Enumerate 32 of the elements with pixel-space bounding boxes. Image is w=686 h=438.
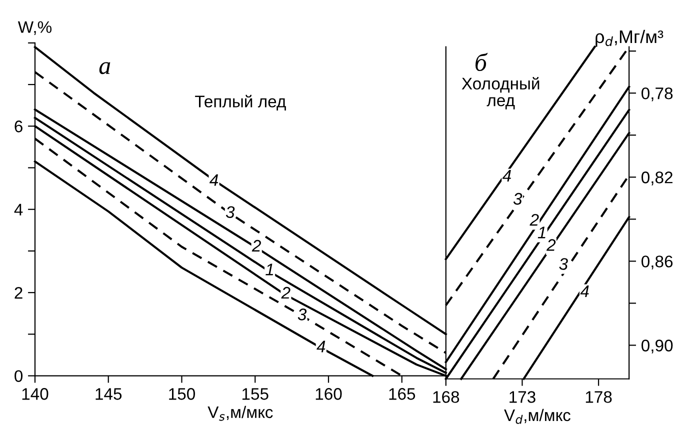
annotation: б [476,52,488,72]
x-tick-label: 178 [586,391,612,403]
y-axis-title: ρ$_{d}$,Мг/м³ [596,30,664,47]
x-tick-label: 155 [242,388,268,400]
annotation: 4 [502,170,511,182]
annotation: 1 [538,226,546,238]
annotation: а [99,62,110,74]
x-tick-label: 150 [169,388,195,400]
y-tick-label: 0,78 [642,87,673,102]
y-tick-label: 6 [14,120,22,132]
y-tick-label: 2 [14,286,22,299]
y-tick-label: 4 [14,204,23,216]
x-tick-label: 140 [22,388,48,400]
annotation: 4 [580,286,589,298]
y-tick-label: 0 [14,370,23,382]
annotation: 2 [530,214,539,226]
x-tick-label: 160 [316,388,342,400]
x-tick-label: 145 [96,388,122,400]
annotation: Теплый лед [195,94,286,111]
annotation: 3 [513,192,522,205]
x-axis-title: V$_{s}$,м/мкс [208,406,273,421]
y-tick-label: 0,90 [642,340,673,354]
annotation: 3 [559,258,568,270]
y-axis-title: W,% [18,21,52,35]
x-tick-label: 173 [510,391,536,403]
x-axis-title: V$_{d}$,м/мкс [504,408,570,424]
x-tick-label: 165 [389,388,416,400]
y-tick-label: 0,82 [642,172,672,186]
x-tick-label: 168 [433,391,460,403]
annotation: Холодный лед [462,76,540,110]
annotation: 2 [546,239,556,251]
y-tick-label: 0,86 [642,256,673,270]
